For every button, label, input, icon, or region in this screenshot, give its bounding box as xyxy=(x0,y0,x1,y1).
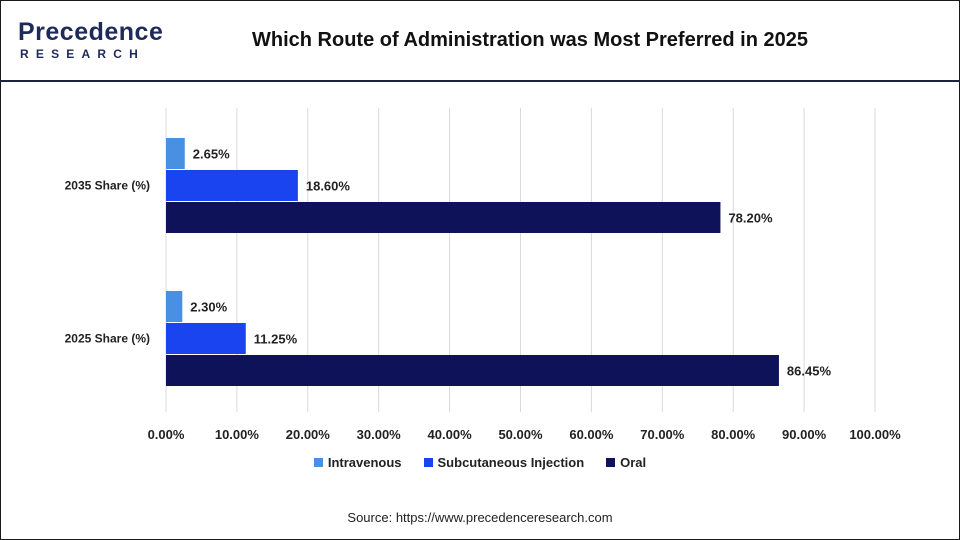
x-tick-label: 60.00% xyxy=(569,427,614,442)
data-label: 18.60% xyxy=(306,179,351,194)
x-tick-label: 50.00% xyxy=(498,427,543,442)
legend-item-subcutaneous: Subcutaneous Injection xyxy=(423,455,585,470)
legend-swatch-subcutaneous xyxy=(423,458,433,467)
x-tick-label: 80.00% xyxy=(711,427,756,442)
y-category-label: 2025 Share (%) xyxy=(65,332,150,346)
x-tick-label: 30.00% xyxy=(357,427,402,442)
bar xyxy=(166,291,183,322)
x-tick-label: 20.00% xyxy=(286,427,331,442)
x-tick-label: 100.00% xyxy=(849,427,901,442)
legend-label-oral: Oral xyxy=(620,455,647,470)
chart-title: Which Route of Administration was Most P… xyxy=(251,29,808,51)
data-label: 2.65% xyxy=(193,147,230,162)
legend-swatch-oral xyxy=(606,458,616,467)
legend-item-oral: Oral xyxy=(606,455,646,470)
x-tick-label: 70.00% xyxy=(640,427,685,442)
data-label: 2.30% xyxy=(190,300,227,315)
bar xyxy=(166,355,779,386)
bar-chart: 0.00% 10.00% 20.00% 30.00% 40.00% 50.00% 60.00… xyxy=(65,108,901,442)
data-label: 11.25% xyxy=(254,332,298,347)
x-tick-label: 0.00% xyxy=(148,427,185,442)
legend-swatch-intravenous xyxy=(313,458,323,467)
x-tick-label: 40.00% xyxy=(428,427,473,442)
legend-label-intravenous: Intravenous xyxy=(327,455,402,470)
bar xyxy=(166,170,298,201)
bar xyxy=(166,138,185,169)
chart-legend: Intravenous Subcutaneous Injection Oral xyxy=(0,455,960,470)
x-tick-label: 10.00% xyxy=(215,427,260,442)
header: Precedence RESEARCH Which Route of Admin… xyxy=(0,0,960,82)
bar xyxy=(166,202,721,233)
bar xyxy=(166,323,246,354)
data-label: 86.45% xyxy=(787,364,832,379)
x-tick-label: 90.00% xyxy=(782,427,827,442)
legend-label-subcutaneous: Subcutaneous Injection xyxy=(437,455,585,470)
logo-subtext: RESEARCH xyxy=(20,47,145,61)
data-label: 78.20% xyxy=(728,211,773,226)
y-category-label: 2035 Share (%) xyxy=(65,179,150,193)
brand-logo: Precedence RESEARCH xyxy=(18,18,163,62)
logo-wordmark: Precedence xyxy=(18,18,164,46)
source-note: Source: https://www.precedenceresearch.c… xyxy=(347,510,613,525)
legend-item-intravenous: Intravenous xyxy=(313,455,402,470)
